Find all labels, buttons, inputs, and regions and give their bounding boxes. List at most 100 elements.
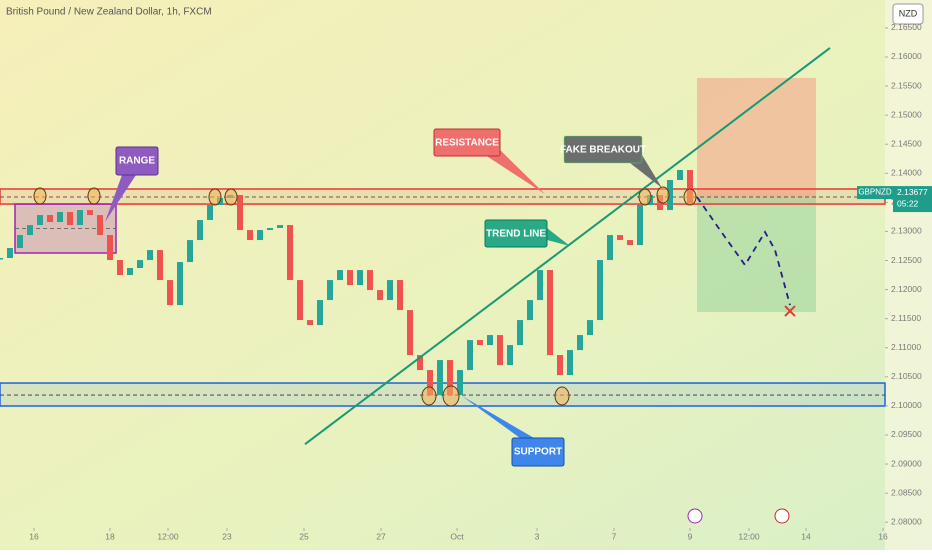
candle [427, 370, 433, 396]
candle [267, 228, 273, 231]
event-icon[interactable] [774, 508, 790, 524]
candle [517, 320, 523, 346]
candle [117, 260, 123, 276]
countdown: 05:22 [897, 198, 919, 208]
range-pointer [105, 175, 136, 222]
symbol: GBPNZD [858, 188, 892, 197]
candle [587, 320, 593, 336]
price-tag [893, 186, 932, 213]
candle [7, 248, 13, 259]
x-tick-label: 16 [29, 531, 39, 541]
x-tick-label: 25 [299, 531, 309, 541]
y-tick-label: 2.15000 [891, 109, 922, 119]
x-tick-label: 12:00 [157, 531, 179, 541]
x-tick-label: 23 [222, 531, 232, 541]
candle [207, 205, 213, 221]
support-label: SUPPORT [514, 447, 562, 458]
y-tick-label: 2.09500 [891, 429, 922, 439]
candle [627, 240, 633, 246]
range-label: RANGE [119, 156, 155, 167]
candle [257, 230, 263, 241]
candle [567, 350, 573, 376]
candle [557, 355, 563, 376]
candle [457, 370, 463, 396]
candle [677, 170, 683, 181]
candle [527, 300, 533, 321]
candle [407, 310, 413, 356]
currency-button[interactable] [892, 3, 924, 25]
x-tick-label: 16 [878, 531, 888, 541]
candle [617, 235, 623, 241]
candle [287, 225, 293, 281]
projection [696, 196, 791, 306]
x-tick-label: 7 [612, 531, 617, 541]
price-axis [885, 0, 932, 550]
marker [421, 386, 437, 406]
candle [47, 215, 53, 223]
trend-label: TREND LINE [486, 229, 546, 240]
support-pointer [462, 396, 534, 438]
candle [17, 235, 23, 249]
candle [507, 345, 513, 366]
y-tick-label: 2.11500 [891, 313, 921, 323]
target-zone [697, 77, 816, 198]
marker [87, 187, 101, 205]
candle [97, 215, 103, 236]
y-tick-label: 2.14000 [891, 168, 922, 178]
candle [367, 270, 373, 291]
marker [224, 188, 238, 206]
candle [187, 240, 193, 263]
candle [487, 335, 493, 346]
candle [197, 220, 203, 241]
marker [638, 188, 652, 206]
candle [437, 360, 443, 396]
marker [442, 385, 460, 407]
candle [127, 268, 133, 276]
y-tick-label: 2.16000 [891, 51, 922, 61]
touch-markers [33, 186, 697, 407]
event-icon[interactable] [687, 508, 703, 524]
candle [357, 270, 363, 286]
candle [177, 262, 183, 306]
candle [87, 210, 93, 216]
range-callout [115, 146, 159, 176]
candle [237, 195, 243, 231]
x-tick-label: 12:00 [738, 531, 760, 541]
y-tick-label: 2.09000 [891, 458, 922, 468]
x-tick-label: 27 [376, 531, 386, 541]
support-callout [511, 437, 565, 467]
candle [347, 270, 353, 286]
y-tick-label: 2.10500 [891, 371, 922, 381]
y-tick-label: 2.16500 [891, 22, 922, 32]
y-tick-label: 2.13000 [891, 226, 922, 236]
y-tick-label: 2.15500 [891, 80, 922, 90]
marker [208, 188, 222, 206]
y-tick-label: 2.12000 [891, 284, 922, 294]
marker [656, 186, 670, 204]
callouts: RANGE RESISTANCE FAKE BREAKOUT TREND LIN… [105, 128, 662, 467]
candle [537, 270, 543, 301]
candle [317, 300, 323, 326]
symbol-tag [857, 186, 893, 200]
stop-zone [697, 197, 816, 313]
marker [33, 187, 47, 205]
y-tick-label: 2.08500 [891, 487, 922, 497]
candle [247, 230, 253, 241]
candle [67, 212, 73, 226]
candle [667, 180, 673, 211]
candle [337, 270, 343, 281]
candle [297, 280, 303, 321]
currency[interactable]: NZD [899, 8, 918, 18]
y-tick-label: 2.10000 [891, 400, 922, 410]
fake-pointer [630, 155, 662, 188]
last-price: 2.13677 [897, 187, 928, 197]
candle [137, 260, 143, 269]
candle [397, 280, 403, 311]
candle [377, 290, 383, 301]
marker [683, 188, 697, 206]
fake-callout [563, 135, 643, 164]
candle [387, 280, 393, 301]
resistance-label: RESISTANCE [435, 138, 499, 149]
candle [167, 280, 173, 306]
